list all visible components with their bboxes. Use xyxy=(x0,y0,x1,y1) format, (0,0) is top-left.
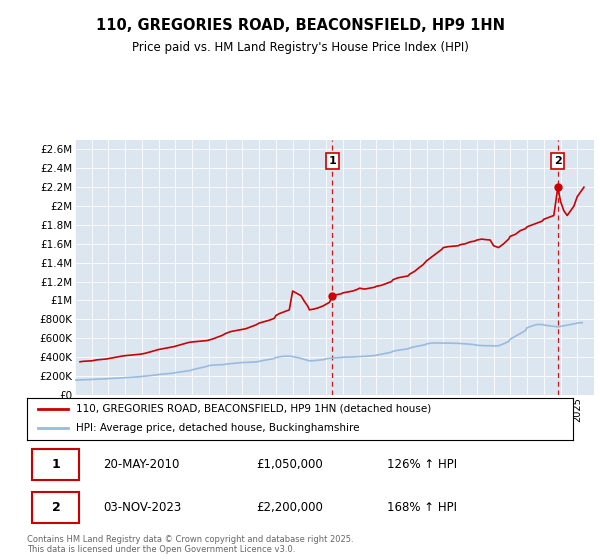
FancyBboxPatch shape xyxy=(32,449,79,479)
Text: 110, GREGORIES ROAD, BEACONSFIELD, HP9 1HN: 110, GREGORIES ROAD, BEACONSFIELD, HP9 1… xyxy=(95,18,505,32)
Text: 110, GREGORIES ROAD, BEACONSFIELD, HP9 1HN (detached house): 110, GREGORIES ROAD, BEACONSFIELD, HP9 1… xyxy=(76,404,431,414)
Text: 03-NOV-2023: 03-NOV-2023 xyxy=(103,501,182,514)
Text: 2: 2 xyxy=(52,501,61,514)
Text: 126% ↑ HPI: 126% ↑ HPI xyxy=(388,458,457,471)
Text: Contains HM Land Registry data © Crown copyright and database right 2025.
This d: Contains HM Land Registry data © Crown c… xyxy=(27,535,353,554)
Text: £2,200,000: £2,200,000 xyxy=(256,501,323,514)
Text: £1,050,000: £1,050,000 xyxy=(256,458,323,471)
Text: 2: 2 xyxy=(554,156,562,166)
Text: 20-MAY-2010: 20-MAY-2010 xyxy=(103,458,180,471)
Text: 1: 1 xyxy=(329,156,337,166)
Text: 1: 1 xyxy=(52,458,61,471)
Text: Price paid vs. HM Land Registry's House Price Index (HPI): Price paid vs. HM Land Registry's House … xyxy=(131,41,469,54)
FancyBboxPatch shape xyxy=(32,492,79,522)
Text: 168% ↑ HPI: 168% ↑ HPI xyxy=(388,501,457,514)
Text: HPI: Average price, detached house, Buckinghamshire: HPI: Average price, detached house, Buck… xyxy=(76,423,359,433)
